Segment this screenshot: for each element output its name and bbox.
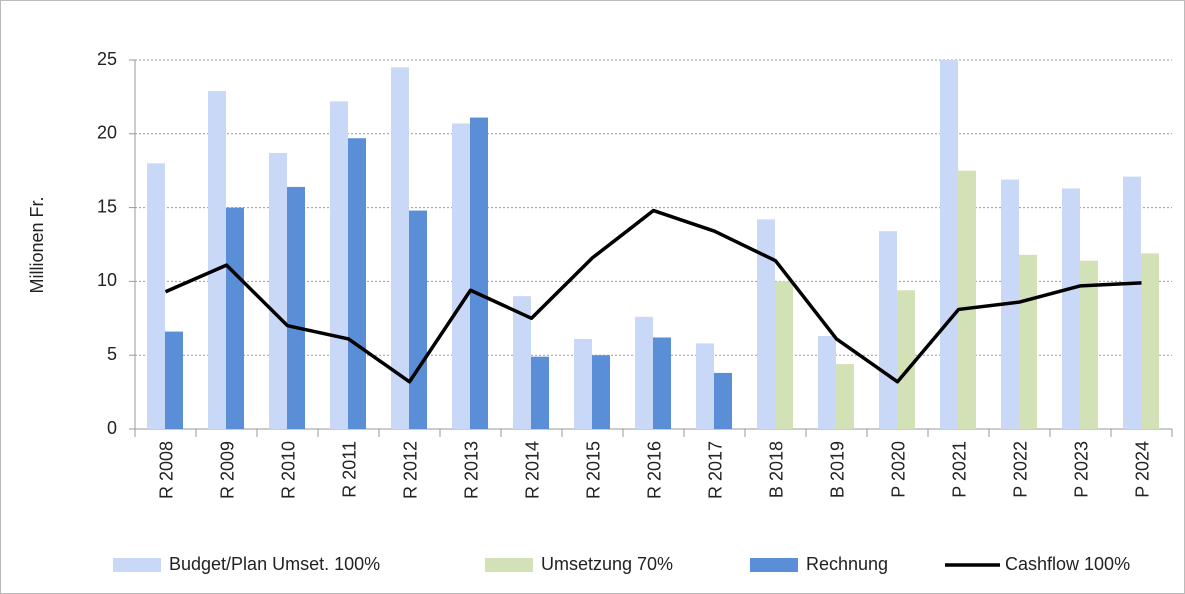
bar [147,163,165,429]
bar [940,60,958,429]
legend-label: Cashflow 100% [1005,554,1130,574]
x-tick-label: R 2014 [522,441,542,499]
legend-label: Umsetzung 70% [541,554,673,574]
bar [531,356,549,429]
bar [348,138,366,429]
bar [1123,176,1141,429]
bar [714,372,732,429]
bar [836,364,854,429]
x-tick-label: B 2018 [766,441,786,498]
x-tick-label: R 2010 [278,441,298,499]
bar [574,338,592,429]
y-tick-label: 5 [107,344,117,364]
bar [653,337,671,429]
bar [269,152,287,429]
x-tick-label: P 2021 [949,441,969,498]
x-tick-label: P 2022 [1010,441,1030,498]
y-tick-label: 15 [97,196,117,216]
bar [1080,260,1098,429]
x-tick-label: R 2015 [583,441,603,499]
bar [330,101,348,429]
bar [409,210,427,429]
legend-label: Budget/Plan Umset. 100% [169,554,380,574]
y-tick-label: 10 [97,270,117,290]
x-tick-label: P 2024 [1132,441,1152,498]
bar [208,90,226,429]
bar [592,355,610,429]
legend-key [113,558,161,572]
bar [165,331,183,429]
bar [1062,188,1080,429]
x-tick-label: P 2020 [888,441,908,498]
x-tick-label: R 2017 [705,441,725,499]
bar [513,296,531,429]
x-tick-label: B 2019 [827,441,847,498]
bar [635,316,653,429]
bar [897,290,915,429]
line [164,208,1142,384]
x-tick-label: R 2016 [644,441,664,499]
x-tick-label: P 2023 [1071,441,1091,498]
bar [287,186,305,429]
bar [452,123,470,429]
bar [818,336,836,429]
bar [775,281,793,429]
legend-key [750,558,798,572]
y-tick-label: 25 [97,49,117,69]
y-tick-label: 0 [107,418,117,438]
legend-key [485,558,533,572]
bar [757,219,775,429]
x-tick-label: R 2009 [217,441,237,499]
y-axis-label: Millionen Fr. [27,196,47,293]
bar [958,170,976,429]
bar [1141,253,1159,429]
bar [696,343,714,429]
x-tick-label: R 2012 [400,441,420,499]
x-tick-label: R 2008 [156,441,176,499]
bar [1019,254,1037,429]
bar [879,231,897,429]
bar [391,67,409,429]
bar [470,117,488,430]
x-tick-label: R 2011 [339,441,359,498]
x-tick-label: R 2013 [461,441,481,499]
bar [226,207,244,429]
legend-label: Rechnung [806,554,888,574]
y-tick-label: 20 [97,123,117,143]
